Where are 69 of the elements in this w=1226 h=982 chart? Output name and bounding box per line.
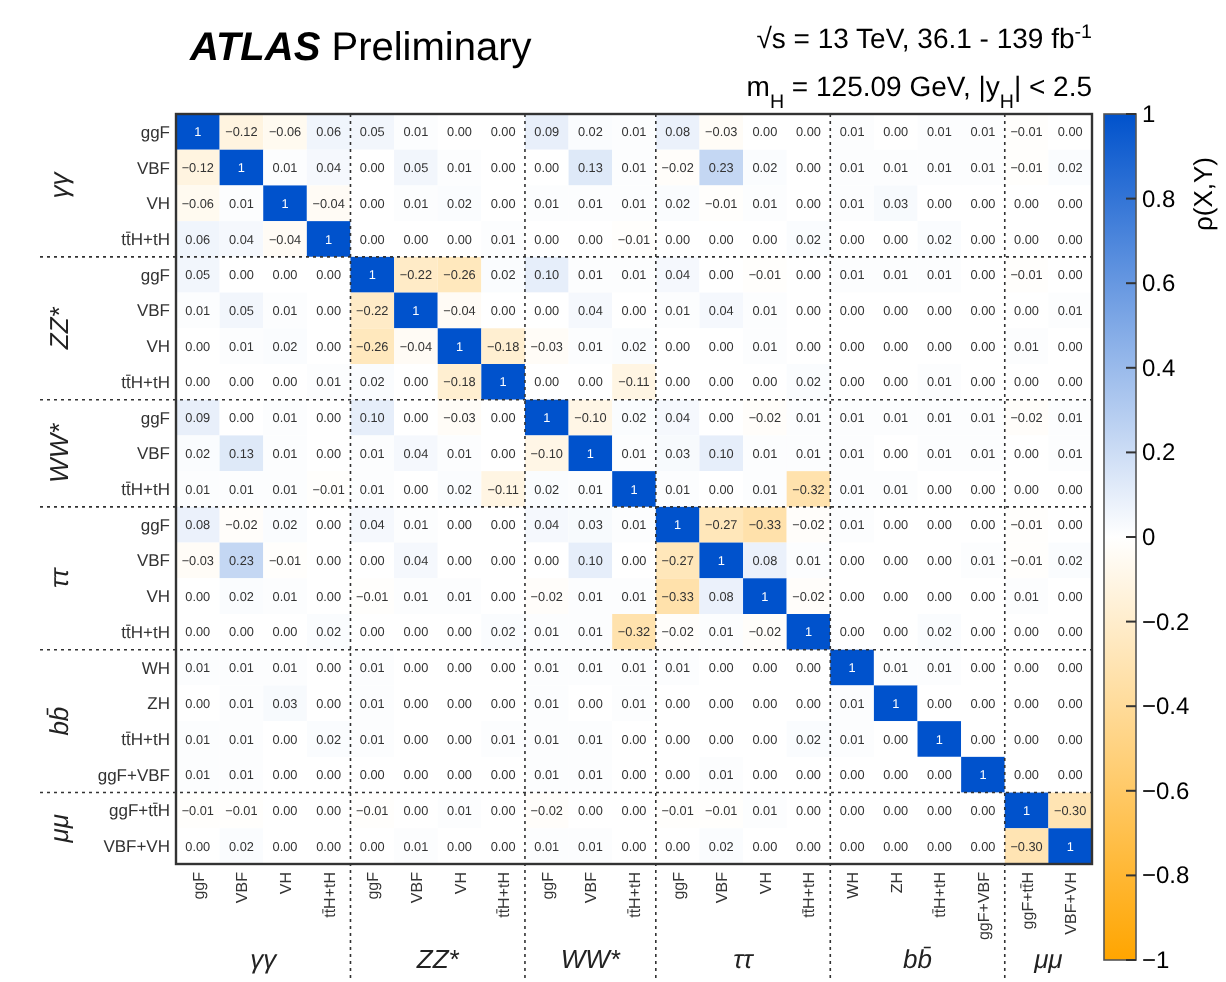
y-tick-label: ggF+tt̄H <box>109 800 170 821</box>
y-tick-label: VBF <box>136 157 170 178</box>
x-tick-label: VBF <box>582 871 601 904</box>
y-tick-label: ggF <box>140 514 170 535</box>
y-tick-label: ggF <box>140 264 170 285</box>
x-tick-label: ZH <box>887 871 906 894</box>
color-bar-label: −0.6 <box>1142 776 1191 805</box>
y-tick-label: VBF <box>136 300 170 321</box>
y-tick-label: tt̄H+tH <box>121 621 170 642</box>
x-tick-label: ggF <box>538 871 557 900</box>
y-tick-label: VBF <box>136 443 170 464</box>
x-tick-label: VBF <box>407 871 426 904</box>
text: γγ <box>44 172 74 199</box>
y-tick-label: ZH <box>147 693 170 714</box>
text: ZZ* <box>44 307 74 350</box>
x-tick-label: tt̄H+tH <box>931 871 950 918</box>
x-tick-label: VBF+VH <box>1062 871 1081 935</box>
x-tick-label: WH <box>844 871 863 899</box>
x-tick-label: ggF <box>669 871 688 900</box>
x-tick-label: ggF+VBF <box>974 871 993 941</box>
y-tick-label: tt̄H+tH <box>121 479 170 499</box>
color-bar-label: −0.8 <box>1142 861 1191 890</box>
y-tick-label: VH <box>146 586 170 607</box>
color-bar-title: ρ(X,Y) <box>1188 156 1218 232</box>
y-tick-label: VBF+VH <box>103 836 170 857</box>
x-tick-label: VH <box>277 871 296 895</box>
color-bar-label: 0.2 <box>1142 438 1177 467</box>
text: WW* <box>44 423 74 483</box>
x-tick-label: tt̄H+tH <box>495 871 514 918</box>
color-bar-label: −0.4 <box>1142 692 1191 721</box>
y-tick-label: ggF <box>140 121 170 142</box>
text: γγ <box>250 944 280 974</box>
text: bb̄ <box>44 706 74 736</box>
y-tick-label: VBF <box>136 550 170 571</box>
text: WW* <box>560 944 622 974</box>
x-tick-label: VH <box>756 871 775 895</box>
text: μμ <box>1032 944 1063 974</box>
y-tick-label: tt̄H+tH <box>121 229 170 249</box>
x-tick-label: tt̄H+tH <box>320 871 339 918</box>
color-bar-label: 0.6 <box>1142 269 1177 298</box>
text: ττ <box>733 944 756 974</box>
y-tick-label: WH <box>141 657 170 678</box>
y-tick-label: VH <box>146 336 170 357</box>
text: m$_{H}$ = 125.09 GeV, |y$_{H}$| < 2.5 <box>746 70 1093 113</box>
y-tick-label: ggF <box>140 407 170 428</box>
x-tick-label: ggF <box>364 871 383 900</box>
y-tick-label: tt̄H+tH <box>121 371 170 392</box>
color-bar-label: −0.2 <box>1142 607 1191 636</box>
color-bar-label: 0 <box>1142 523 1156 551</box>
y-tick-label: VH <box>146 193 170 214</box>
color-bar-label: −1 <box>1142 946 1171 974</box>
x-tick-label: ggF <box>189 871 208 900</box>
x-tick-label: VBF <box>713 871 732 904</box>
color-bar-label: 0.8 <box>1142 184 1177 213</box>
text: ττ <box>44 568 74 589</box>
x-tick-label: ggF+tt̄H <box>1018 871 1037 930</box>
chart-title: ATLAS Preliminary <box>188 26 532 70</box>
x-tick-label: VBF <box>233 871 252 904</box>
text: ZZ* <box>414 944 461 974</box>
x-tick-label: tt̄H+tH <box>800 871 819 918</box>
text: bb̄ <box>903 944 932 974</box>
color-bar-label: 0.4 <box>1142 353 1177 382</box>
y-tick-label: ggF+VBF <box>97 764 170 785</box>
color-bar-label: 1 <box>1142 100 1156 128</box>
y-tick-label: tt̄H+tH <box>121 729 170 749</box>
chart-subtitle: √s = 13 TeV, 36.1 - 139 fb$^{-1}$ <box>756 21 1092 54</box>
text: μμ <box>44 814 74 843</box>
x-tick-label: VH <box>451 871 470 895</box>
x-tick-label: tt̄H+tH <box>626 871 644 918</box>
